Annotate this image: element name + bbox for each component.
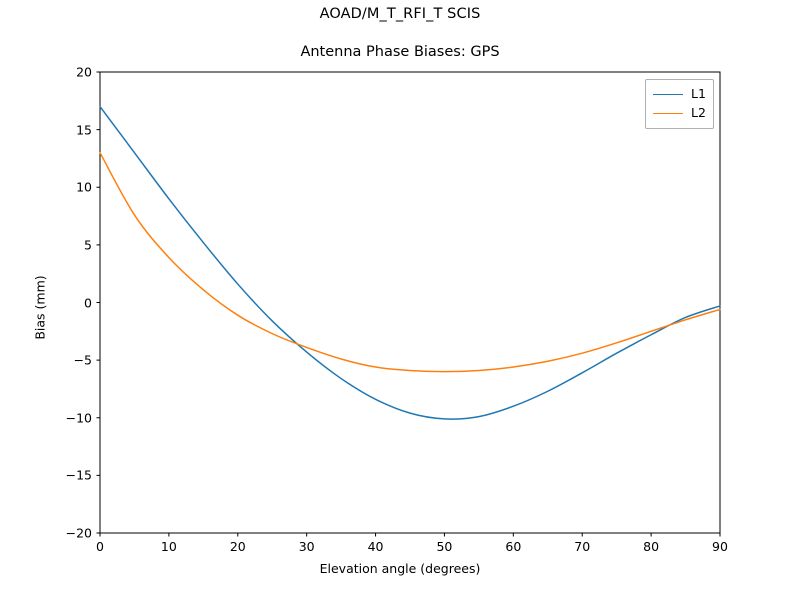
- y-tick-label: −20: [65, 525, 92, 541]
- x-tick-label: 60: [505, 539, 522, 554]
- y-tick-label: 0: [84, 295, 92, 310]
- axis-ticks: [96, 71, 721, 537]
- legend-swatch-l2-icon: [653, 113, 683, 114]
- series-line-l2: [99, 151, 721, 373]
- x-tick-label: 20: [229, 539, 246, 554]
- legend-item-l2: L2: [653, 104, 706, 123]
- y-tick-label: −5: [73, 352, 92, 368]
- x-tick-label: 0: [96, 539, 104, 554]
- y-tick-label: 20: [76, 64, 92, 80]
- axes-title: Antenna Phase Biases: GPS: [300, 44, 500, 60]
- x-axis-label: Elevation angle (degrees): [319, 561, 481, 576]
- legend-label: L1: [691, 86, 706, 102]
- x-tick-label: 80: [643, 539, 660, 554]
- x-tick-label: 50: [436, 539, 453, 554]
- x-tick-label: 30: [298, 539, 315, 554]
- x-tick-label: 40: [367, 539, 384, 554]
- figure-suptitle: AOAD/M_T_RFI_T SCIS: [319, 6, 481, 22]
- y-tick-label: 10: [76, 179, 92, 195]
- x-tick-label: 70: [574, 539, 591, 554]
- y-tick-label: −10: [65, 410, 92, 426]
- series-line-l1: [99, 105, 721, 420]
- y-axis-label: Bias (mm): [32, 275, 48, 340]
- legend-item-l1: L1: [653, 85, 706, 104]
- y-tick-label: 5: [84, 237, 92, 253]
- axes-frame: [99, 71, 721, 534]
- legend-label: L2: [691, 105, 706, 121]
- data-series: [99, 105, 721, 420]
- x-tick-label: 90: [712, 539, 728, 554]
- x-tick-label: 10: [160, 539, 177, 554]
- legend-swatch-l1-icon: [653, 94, 683, 95]
- y-tick-label: −15: [65, 467, 92, 483]
- legend: L1 L2: [645, 79, 714, 129]
- y-tick-label: 15: [76, 122, 92, 138]
